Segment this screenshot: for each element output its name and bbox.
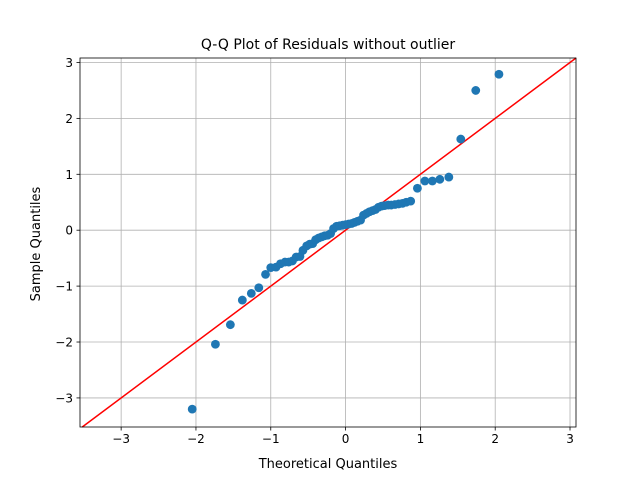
data-point <box>187 404 197 414</box>
x-axis-ticks: −3 −2 −1 0 1 2 3 <box>112 427 574 446</box>
data-point <box>237 295 247 305</box>
data-point <box>412 183 422 193</box>
data-point <box>246 288 256 298</box>
reference-line <box>81 57 577 428</box>
data-points <box>187 69 504 414</box>
reference-line-layer <box>81 57 577 428</box>
x-tick-label: 0 <box>342 432 350 446</box>
y-tick-label: −2 <box>55 336 73 350</box>
y-tick-label: 0 <box>65 224 73 238</box>
data-point <box>456 134 466 144</box>
x-axis-label: Theoretical Quantiles <box>258 457 398 472</box>
data-point <box>406 196 416 206</box>
x-tick-label: 1 <box>417 432 425 446</box>
plot-frame <box>79 57 577 428</box>
data-point <box>427 176 437 186</box>
y-tick-label: 1 <box>65 168 73 182</box>
data-point <box>471 86 481 95</box>
x-tick-label: 2 <box>491 432 499 446</box>
x-tick-label: 3 <box>566 432 574 446</box>
data-point <box>225 320 235 330</box>
data-point <box>261 269 270 279</box>
data-point <box>435 174 445 184</box>
data-point <box>444 172 454 182</box>
chart-title: Q-Q Plot of Residuals without outlier <box>201 37 455 53</box>
y-tick-label: 3 <box>65 56 73 70</box>
data-point <box>420 176 430 186</box>
data-point <box>254 283 264 293</box>
data-point <box>211 339 220 349</box>
data-point <box>494 69 504 79</box>
x-tick-label: −1 <box>262 432 280 446</box>
y-tick-label: −1 <box>55 280 73 294</box>
y-axis-label: Sample Quantiles <box>29 186 44 301</box>
y-axis-ticks: −3 −2 −1 0 1 2 3 <box>55 56 80 405</box>
x-tick-label: −3 <box>112 432 130 446</box>
x-tick-label: −2 <box>187 432 205 446</box>
y-tick-label: −3 <box>55 391 73 405</box>
y-tick-label: 2 <box>65 112 73 126</box>
